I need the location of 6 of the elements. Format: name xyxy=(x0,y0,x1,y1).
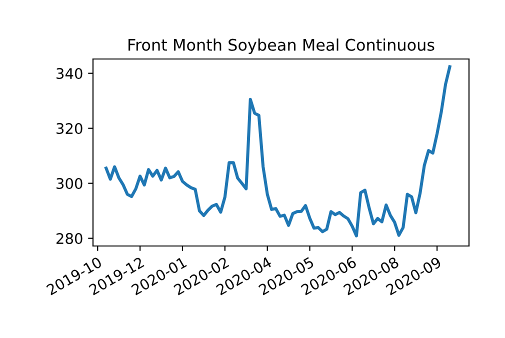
line-series xyxy=(104,65,452,238)
y-tick-label: 280 xyxy=(56,233,82,244)
y-tick-label: 320 xyxy=(56,123,82,134)
chart-title: Front Month Soybean Meal Continuous xyxy=(128,38,434,54)
y-tick-label: 300 xyxy=(56,178,82,190)
y-tick-label: 340 xyxy=(56,68,82,80)
